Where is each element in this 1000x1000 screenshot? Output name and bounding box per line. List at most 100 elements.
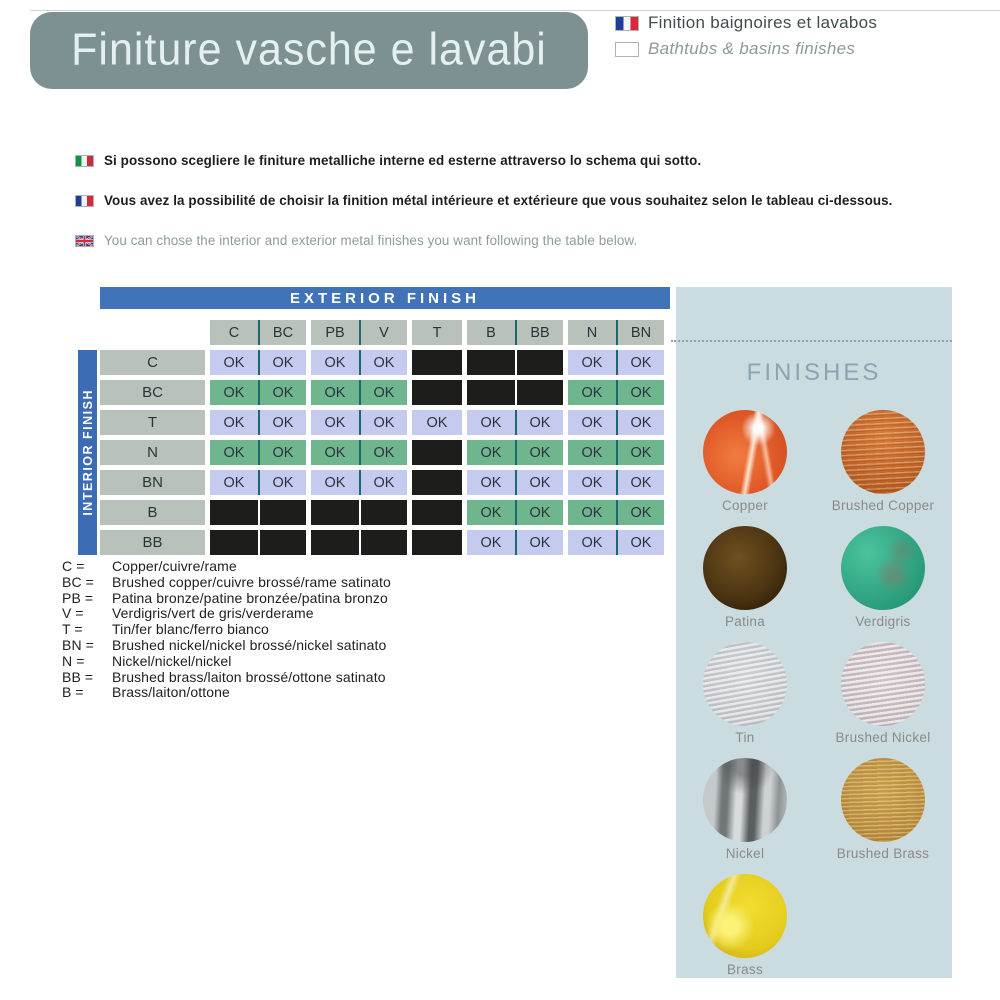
flag-france-icon [615, 15, 639, 31]
column-group: OK OK [311, 410, 407, 435]
column-header-bb: BB [515, 320, 563, 345]
matrix-cell: OK [568, 470, 616, 495]
swatch-brass: Brass [676, 874, 814, 979]
column-header-b: B [467, 320, 515, 345]
matrix-cell: OK [467, 500, 515, 525]
intro-line: Si possono scegliere le finiture metalli… [75, 153, 893, 168]
column-group: N BN [568, 320, 664, 345]
intro-text: You can chose the interior and exterior … [104, 233, 638, 248]
row-header-bb: BB [100, 530, 205, 555]
legend-item: BB = Brushed brass/laiton brossé/ottone s… [62, 669, 391, 686]
matrix-cell: OK [568, 530, 616, 555]
matrix-header-row: C BC PB V T B BB N BN [100, 320, 664, 345]
row-header-bn: BN [100, 470, 205, 495]
intro-line: Vous avez la possibilité de choisir la f… [75, 193, 893, 208]
matrix-cell: OK [311, 410, 359, 435]
legend-list: C = Copper/cuivre/rame BC = Brushed copper/… [62, 558, 391, 701]
matrix-cell: OK [515, 410, 563, 435]
legend-text: Verdigris/vert de gris/verderame [112, 605, 314, 622]
column-group [467, 350, 563, 375]
swatch-brushed-brass: Brushed Brass [814, 758, 952, 863]
page-title-box: Finiture vasche e lavabi [30, 12, 588, 89]
subtitle-en-line: Bathtubs & basins finishes [615, 39, 877, 59]
brass-swatch-image [703, 874, 787, 958]
legend-code: B = [62, 684, 84, 701]
intro-text: Vous avez la possibilité de choisir la f… [104, 193, 893, 208]
swatch-label: Brushed Brass [836, 846, 930, 861]
matrix-cell: OK [359, 440, 407, 465]
matrix-cell [467, 350, 515, 375]
copper-swatch-image [703, 410, 787, 494]
matrix-cell: OK [616, 440, 664, 465]
column-group: OK OK [311, 440, 407, 465]
swatch-label: Verdigris [855, 614, 911, 629]
swatch-label: Brushed Nickel [835, 730, 931, 745]
legend-item: C = Copper/cuivre/rame [62, 558, 391, 575]
patina-swatch-image [703, 526, 787, 610]
matrix-cell: OK [412, 410, 462, 435]
matrix-cell: OK [515, 530, 563, 555]
column-group: OK OK [568, 350, 664, 375]
column-group [467, 380, 563, 405]
matrix-cell [412, 530, 462, 555]
matrix-cell [359, 500, 407, 525]
matrix-cell [210, 530, 258, 555]
legend-code: T = [62, 621, 83, 638]
matrix-row-bb: BB OK OK OK OK [100, 530, 664, 555]
column-header-t: T [412, 320, 462, 345]
matrix-cell: OK [359, 470, 407, 495]
matrix-grid: C BC PB V T B BB N BN C OK OK OK OK OK OK BC OK OK OK OK OK OK… [100, 320, 664, 560]
column-header-bc: BC [258, 320, 306, 345]
matrix-cell: OK [359, 350, 407, 375]
matrix-cell: OK [210, 470, 258, 495]
column-header-bn: BN [616, 320, 664, 345]
column-group: OK OK [568, 440, 664, 465]
nickel-swatch-image [703, 758, 787, 842]
column-group: OK OK [568, 530, 664, 555]
legend-item: B = Brass/laiton/ottone [62, 685, 391, 701]
dotted-divider [671, 340, 952, 342]
flag-uk-icon [75, 234, 94, 247]
swatch-tin: Tin [676, 642, 814, 747]
row-header-c: C [100, 350, 205, 375]
matrix-cell [515, 350, 563, 375]
matrix-cell [412, 470, 462, 495]
column-header-v: V [359, 320, 407, 345]
matrix-cell: OK [467, 440, 515, 465]
interior-finish-label: INTERIOR FINISH [80, 389, 95, 516]
matrix-cell: OK [258, 470, 306, 495]
column-header-n: N [568, 320, 616, 345]
matrix-cell: OK [568, 410, 616, 435]
legend-text: Nickel/nickel/nickel [112, 652, 232, 669]
swatch-label: Copper [721, 498, 769, 513]
flag-france-icon [75, 194, 94, 207]
swatch-label: Tin [735, 730, 755, 745]
legend-item: N = Nickel/nickel/nickel [62, 652, 391, 670]
matrix-cell: OK [359, 380, 407, 405]
exterior-finish-label: EXTERIOR FINISH [289, 289, 480, 307]
column-group: OK OK [311, 350, 407, 375]
column-group: OK OK [467, 500, 563, 525]
brushed-copper-swatch-image [841, 410, 925, 494]
legend-text: Tin/fer blanc/ferro bianco [112, 621, 269, 638]
subtitle-fr-line: Finition baignoires et lavabos [615, 13, 877, 33]
matrix-cell: OK [568, 440, 616, 465]
legend-item: BN = Brushed nickel/nickel brossé/nickel … [62, 636, 391, 654]
finishes-panel: FINISHES Copper Brushed Copper Patina Verdi… [671, 287, 952, 979]
swatch-patina: Patina [676, 526, 814, 631]
matrix-cell: OK [515, 440, 563, 465]
matrix-cell: OK [311, 470, 359, 495]
swatch-label: Brass [726, 962, 763, 977]
swatch-brushed-nickel: Brushed Nickel [814, 642, 952, 747]
matrix-cell: OK [515, 470, 563, 495]
row-header-n: N [100, 440, 205, 465]
brushed-brass-swatch-image [841, 758, 925, 842]
matrix-cell [412, 500, 462, 525]
matrix-cell: OK [515, 500, 563, 525]
legend-code: C = [62, 558, 85, 574]
finish-matrix: EXTERIOR FINISH INTERIOR FINISH C BC PB V T B… [78, 287, 675, 555]
legend-text: Patina bronze/patine bronzée/patina bron… [112, 589, 388, 606]
legend-code: BN = [62, 636, 94, 653]
column-group: OK [412, 410, 462, 435]
